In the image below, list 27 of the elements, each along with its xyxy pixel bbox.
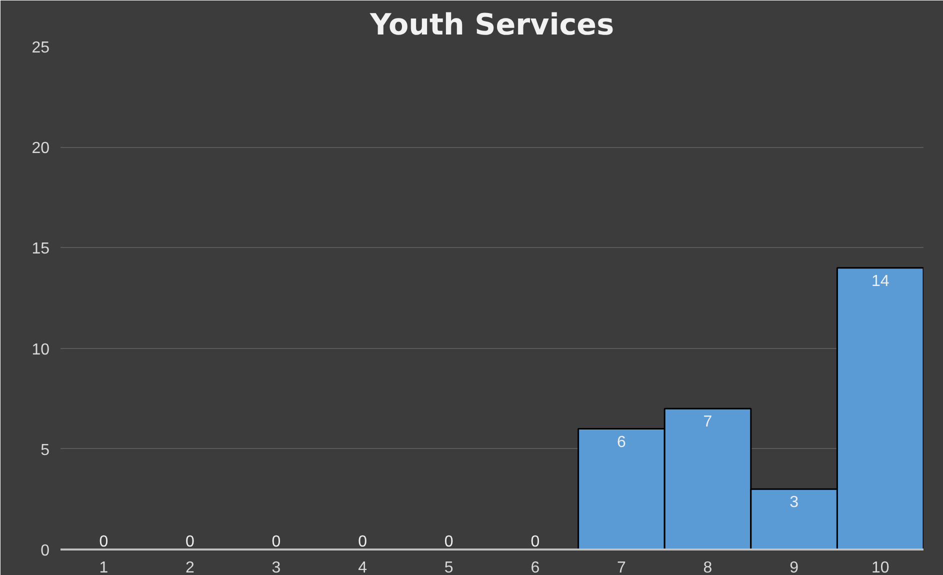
x-tick-label: 6 xyxy=(530,560,540,575)
x-tick-label: 7 xyxy=(617,560,626,575)
y-tick-label: 15 xyxy=(32,240,50,258)
data-label: 0 xyxy=(444,534,454,550)
data-label: 0 xyxy=(99,534,108,550)
data-label: 7 xyxy=(703,414,712,431)
x-tick-label: 1 xyxy=(99,560,108,575)
data-label: 6 xyxy=(617,434,626,451)
data-label: 0 xyxy=(358,534,368,550)
data-label: 14 xyxy=(871,272,890,290)
data-label: 3 xyxy=(790,494,799,512)
y-tick-label: 25 xyxy=(32,40,50,56)
x-tick-label: 8 xyxy=(703,560,712,575)
x-tick-label: 2 xyxy=(186,560,194,575)
x-tick-label: 9 xyxy=(790,560,799,575)
x-tick-label: 10 xyxy=(871,560,890,575)
x-tick-label: 3 xyxy=(272,560,281,575)
x-tick-label: 4 xyxy=(358,560,368,575)
y-tick-label: 10 xyxy=(32,341,50,358)
y-tick-label: 5 xyxy=(40,442,50,459)
chart-title: Youth Services xyxy=(368,8,614,42)
x-tick-label: 5 xyxy=(444,560,454,575)
y-tick-label: 20 xyxy=(32,140,50,158)
data-label: 0 xyxy=(530,534,540,550)
y-tick-label: 0 xyxy=(40,542,50,560)
data-label: 0 xyxy=(272,534,281,550)
data-label: 0 xyxy=(186,534,194,550)
